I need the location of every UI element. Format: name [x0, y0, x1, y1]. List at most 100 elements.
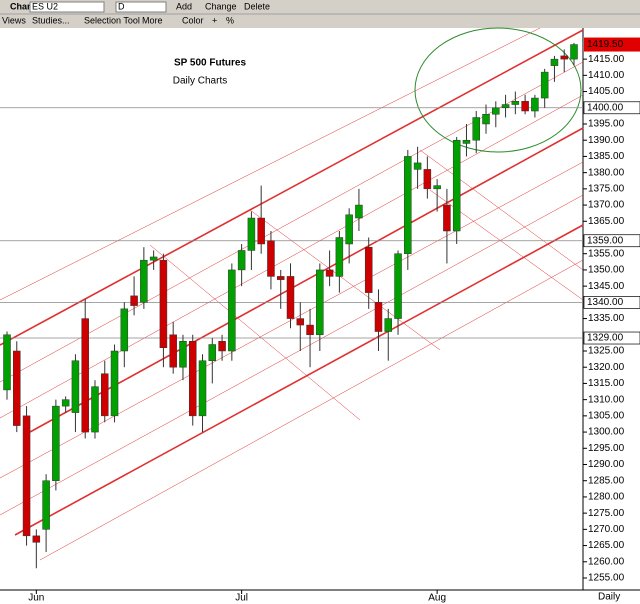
more-button[interactable]: More — [142, 15, 163, 25]
y-tick-label: 1395.00 — [588, 119, 625, 130]
candle-body — [482, 114, 490, 125]
candle-body — [511, 101, 520, 105]
x-axis-label: Daily — [598, 592, 620, 603]
candle-body — [364, 246, 373, 293]
candle-body — [404, 156, 412, 254]
studies-button[interactable]: Studies... — [32, 15, 70, 25]
candle-body — [306, 324, 314, 336]
y-tick-label: 1365.00 — [588, 216, 625, 227]
candle-body — [91, 386, 99, 433]
views-button[interactable]: Views — [2, 15, 26, 25]
y-tick-label: 1310.00 — [588, 394, 625, 405]
candle-body — [335, 237, 344, 277]
price-line-label: 1329.00 — [587, 333, 624, 344]
candle-body — [531, 97, 539, 112]
price-line-box — [583, 331, 640, 345]
candle-body — [521, 101, 529, 112]
last-price-label: 1419.50 — [587, 39, 624, 50]
symbol-box[interactable] — [29, 1, 105, 13]
candle-body — [61, 399, 70, 407]
candle-body — [462, 139, 471, 144]
y-tick-label: 1275.00 — [588, 508, 625, 519]
y-tick-label: 1390.00 — [588, 135, 625, 146]
color-button[interactable]: Color — [182, 15, 204, 25]
candle-body — [140, 259, 148, 303]
candle-body — [120, 308, 129, 352]
y-tick-label: 1320.00 — [588, 362, 625, 373]
y-tick-label: 1415.00 — [588, 54, 625, 65]
candle-body — [149, 256, 158, 261]
candle-body — [540, 71, 549, 99]
candle-body — [188, 341, 197, 417]
candle-body — [316, 269, 324, 336]
candle-body — [42, 480, 50, 530]
candle-body — [159, 259, 168, 349]
price-line-box — [583, 296, 640, 309]
candle-body — [110, 350, 119, 417]
price-line-label: 1359.00 — [587, 235, 624, 246]
y-tick-label: 1350.00 — [588, 265, 625, 276]
delete-button[interactable]: Delete — [244, 1, 270, 11]
y-tick-label: 1325.00 — [588, 346, 625, 357]
price-line-box — [583, 101, 640, 115]
y-tick-label: 1385.00 — [588, 151, 625, 162]
x-tick-label: Jul — [235, 593, 248, 604]
candle-body — [423, 169, 432, 190]
y-tick-label: 1290.00 — [588, 459, 625, 470]
y-tick-label: 1270.00 — [588, 524, 625, 535]
candle-body — [296, 318, 305, 326]
y-tick-label: 1255.00 — [588, 573, 625, 584]
candle-body — [13, 350, 21, 426]
y-tick-label: 1405.00 — [588, 86, 625, 97]
y-tick-label: 1265.00 — [588, 540, 625, 551]
candle-body — [286, 276, 295, 319]
add-button[interactable]: Add — [176, 1, 192, 11]
last-price-box — [584, 37, 640, 52]
candle-body — [413, 162, 422, 170]
tool-button[interactable]: Selection Tool — [84, 15, 140, 25]
candle-body — [81, 318, 89, 433]
candle-body — [169, 334, 177, 368]
y-tick-label: 1355.00 — [588, 248, 625, 259]
interval-box[interactable] — [115, 1, 167, 13]
candle-body — [325, 269, 334, 277]
candle-body — [101, 373, 109, 417]
candle-body — [443, 204, 451, 232]
candle-body — [198, 360, 207, 417]
y-tick-label: 1285.00 — [588, 475, 625, 486]
candle-body — [247, 217, 256, 251]
candle-body — [394, 253, 402, 319]
y-tick-label: 1295.00 — [588, 443, 625, 454]
candle-body — [501, 104, 510, 109]
candle-body — [570, 44, 578, 60]
y-tick-label: 1305.00 — [588, 410, 625, 421]
price-line-label: 1400.00 — [587, 102, 624, 113]
y-tick-label: 1315.00 — [588, 378, 625, 389]
chart-label: Chart — [10, 1, 34, 11]
price-line-label: 1340.00 — [587, 297, 624, 308]
y-tick-label: 1260.00 — [588, 556, 625, 567]
candle-body — [3, 334, 11, 391]
candle-body — [208, 344, 217, 361]
candle-body — [433, 185, 441, 190]
y-tick-label: 1380.00 — [588, 167, 625, 178]
candle-body — [472, 117, 480, 141]
candle-body — [384, 318, 393, 332]
chart-subtitle: Daily Charts — [173, 76, 227, 87]
candle-body — [257, 217, 265, 245]
symbol[interactable]: ES U2 — [32, 1, 58, 11]
interval[interactable]: D — [118, 1, 125, 11]
candle-body — [130, 295, 138, 306]
candle-body — [492, 107, 500, 115]
percent-button[interactable]: % — [226, 15, 234, 25]
candle-body — [32, 535, 41, 543]
y-tick-label: 1375.00 — [588, 183, 625, 194]
plus-button[interactable]: + — [212, 15, 217, 25]
candle-body — [228, 269, 236, 352]
candle-body — [237, 250, 246, 271]
y-tick-label: 1345.00 — [588, 281, 625, 292]
candle-body — [22, 415, 31, 537]
y-tick-label: 1370.00 — [588, 200, 625, 211]
change-button[interactable]: Change — [205, 1, 237, 11]
